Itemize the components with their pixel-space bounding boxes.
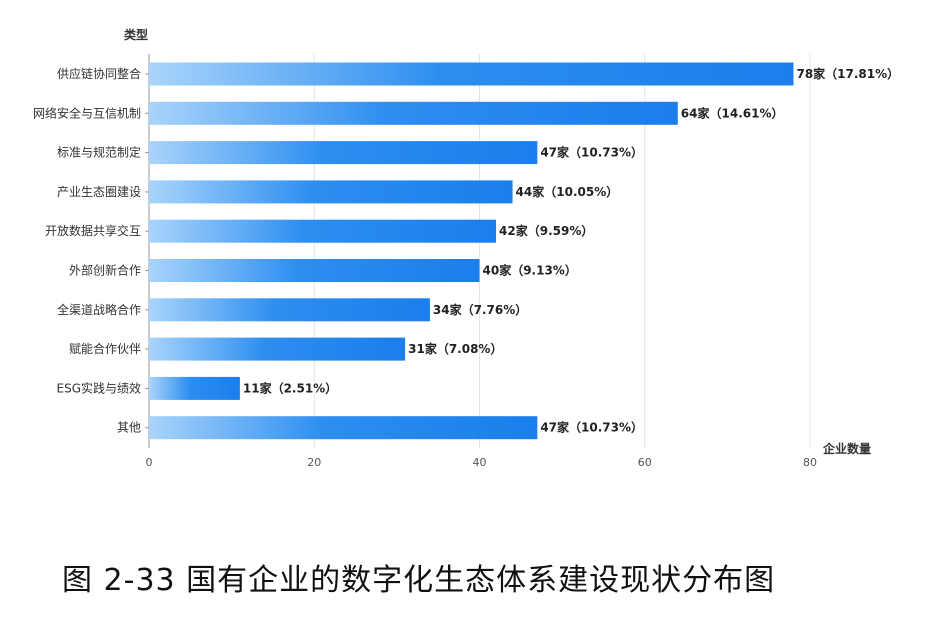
bar[interactable] bbox=[149, 62, 794, 86]
bar[interactable] bbox=[149, 298, 430, 322]
bar[interactable] bbox=[149, 180, 513, 204]
bar-chart: 0 20 40 60 80 供应链协同整合 78家（17.81%） 网络安全与互信机制 64家（… bbox=[33, 27, 899, 469]
category-label: 赋能合作伙伴 bbox=[69, 341, 141, 356]
data-label: 42家（9.59%） bbox=[499, 223, 593, 238]
x-tick-label: 40 bbox=[473, 456, 487, 469]
category-label: ESG实践与绩效 bbox=[57, 380, 142, 395]
bar[interactable] bbox=[149, 416, 538, 440]
x-tick-label: 60 bbox=[638, 456, 652, 469]
data-label: 31家（7.08%） bbox=[408, 341, 502, 356]
bar[interactable] bbox=[149, 376, 240, 400]
category-label: 开放数据共享交互 bbox=[45, 223, 141, 238]
bar[interactable] bbox=[149, 219, 497, 243]
data-label: 47家（10.73%） bbox=[540, 145, 643, 160]
x-tick-label: 20 bbox=[307, 456, 321, 469]
figure-caption: 图 2-33 国有企业的数字化生态体系建设现状分布图 bbox=[62, 563, 776, 598]
category-label: 网络安全与互信机制 bbox=[33, 105, 141, 120]
data-label: 78家（17.81%） bbox=[796, 66, 899, 81]
category-label: 其他 bbox=[117, 421, 141, 435]
x-tick-label: 0 bbox=[146, 456, 153, 469]
category-label: 外部创新合作 bbox=[69, 263, 141, 278]
bar[interactable] bbox=[149, 141, 538, 165]
category-label: 产业生态圈建设 bbox=[57, 185, 141, 199]
data-label: 44家（10.05%） bbox=[516, 184, 619, 199]
data-label: 64家（14.61%） bbox=[681, 105, 784, 120]
data-label: 11家（2.51%） bbox=[243, 380, 337, 395]
category-label: 全渠道战略合作 bbox=[57, 302, 141, 317]
data-label: 47家（10.73%） bbox=[540, 420, 643, 435]
category-label: 供应链协同整合 bbox=[57, 66, 141, 81]
bar[interactable] bbox=[149, 259, 480, 282]
bar[interactable] bbox=[149, 337, 406, 361]
data-label: 40家（9.13%） bbox=[483, 263, 577, 278]
data-label: 34家（7.76%） bbox=[433, 302, 527, 317]
y-axis-title: 类型 bbox=[124, 27, 148, 42]
x-tick-label: 80 bbox=[803, 456, 817, 469]
bar[interactable] bbox=[149, 101, 678, 125]
x-axis-title: 企业数量 bbox=[822, 441, 871, 456]
category-label: 标准与规范制定 bbox=[57, 145, 141, 160]
